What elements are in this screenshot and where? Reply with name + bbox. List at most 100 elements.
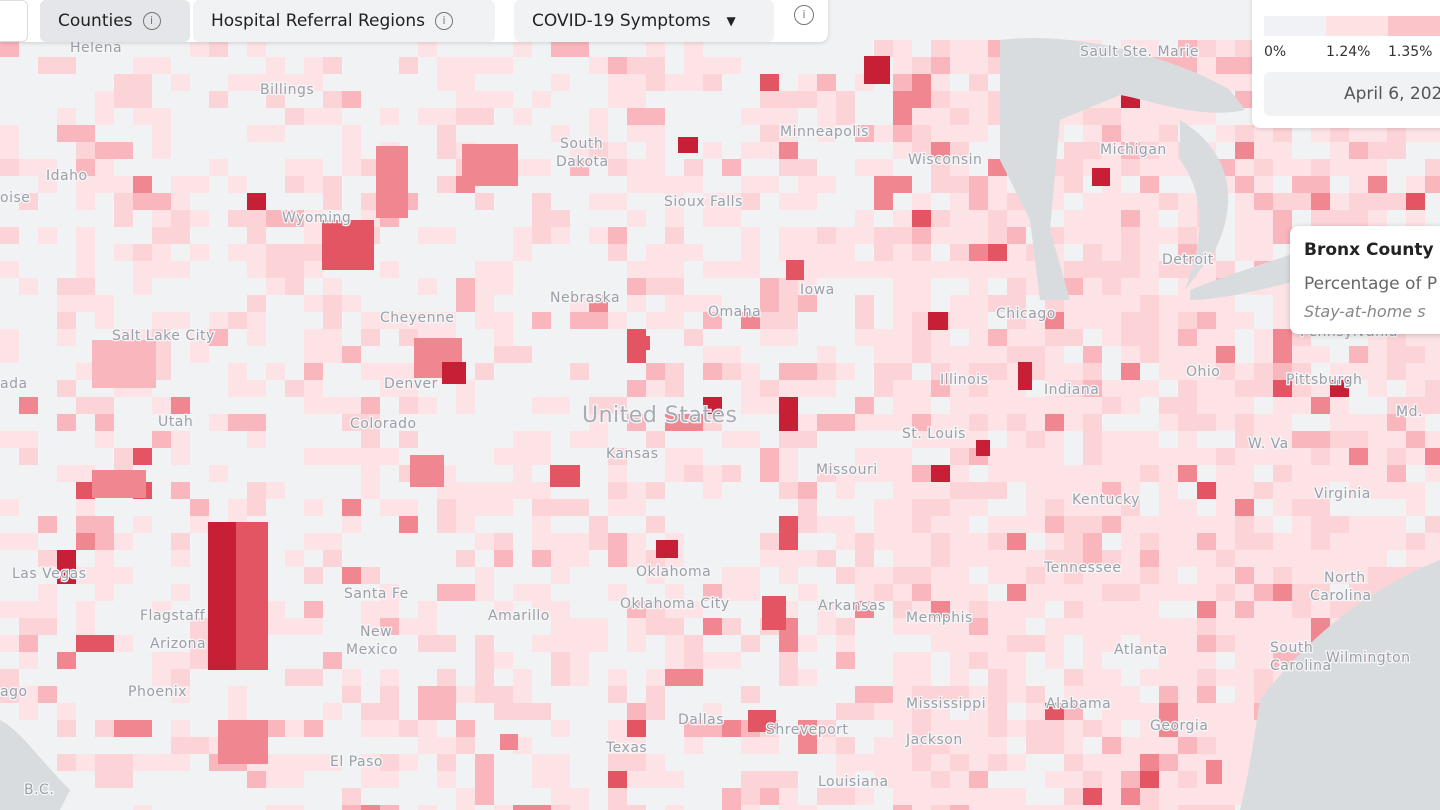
dropdown-label: COVID-19 Symptoms xyxy=(532,11,711,31)
county xyxy=(608,193,627,210)
county xyxy=(57,652,76,669)
county xyxy=(703,414,722,431)
county xyxy=(1083,312,1102,329)
county xyxy=(703,363,722,380)
county xyxy=(570,550,589,567)
county xyxy=(532,312,551,329)
county xyxy=(741,397,760,414)
county xyxy=(1102,125,1121,142)
county xyxy=(551,397,570,414)
county xyxy=(152,754,190,771)
county xyxy=(1102,550,1121,567)
counties-button[interactable]: Counties i xyxy=(40,0,190,42)
tooltip-note: Stay-at-home s xyxy=(1304,302,1426,321)
county xyxy=(304,108,342,125)
county xyxy=(1140,465,1159,482)
county xyxy=(1083,346,1102,363)
county xyxy=(855,567,874,584)
place-label: Salt Lake City xyxy=(112,328,215,344)
county xyxy=(912,295,931,312)
legend-label: 1.35% xyxy=(1388,44,1433,60)
county xyxy=(779,380,798,397)
county xyxy=(798,584,817,601)
county xyxy=(376,146,408,218)
county xyxy=(969,720,988,737)
metric-dropdown[interactable]: COVID-19 Symptoms ▼ xyxy=(514,0,774,42)
county xyxy=(722,652,741,669)
county xyxy=(798,227,817,261)
county xyxy=(836,227,855,244)
county xyxy=(1121,465,1140,482)
county xyxy=(988,380,1007,397)
county xyxy=(912,414,931,431)
county xyxy=(1216,618,1235,635)
county xyxy=(950,380,969,397)
county xyxy=(1254,380,1273,397)
county xyxy=(380,108,399,125)
county xyxy=(410,455,444,487)
county xyxy=(1140,193,1159,210)
county xyxy=(1102,261,1121,278)
county xyxy=(988,669,1007,686)
info-icon[interactable]: i xyxy=(435,12,453,30)
county xyxy=(266,482,285,499)
county xyxy=(456,397,475,414)
county xyxy=(342,414,380,431)
place-label: Carolina xyxy=(1270,658,1332,674)
county xyxy=(969,57,988,74)
county xyxy=(950,550,969,567)
county xyxy=(589,57,608,74)
county xyxy=(171,193,190,210)
county xyxy=(1216,125,1235,142)
county xyxy=(646,57,665,74)
info-icon[interactable]: i xyxy=(794,5,814,25)
county xyxy=(893,703,912,720)
place-label: Mississippi xyxy=(906,696,986,712)
county xyxy=(247,40,266,57)
county xyxy=(247,312,266,346)
county xyxy=(950,499,969,516)
county xyxy=(760,74,779,91)
county xyxy=(1216,57,1254,74)
county xyxy=(589,227,608,244)
county xyxy=(513,108,532,125)
county xyxy=(931,703,950,720)
county xyxy=(1368,210,1387,227)
county xyxy=(57,108,76,125)
county xyxy=(76,295,95,312)
county xyxy=(57,125,76,142)
pacific xyxy=(0,720,70,810)
info-icon[interactable]: i xyxy=(142,12,161,30)
county xyxy=(361,720,380,737)
nav-button[interactable] xyxy=(0,0,28,42)
county xyxy=(798,380,836,397)
date-selector[interactable]: April 6, 202 xyxy=(1264,72,1440,116)
county xyxy=(0,431,19,448)
county xyxy=(665,669,703,686)
county xyxy=(171,652,190,669)
county xyxy=(798,550,817,567)
county xyxy=(1121,295,1140,312)
county xyxy=(1121,516,1140,533)
county xyxy=(114,210,133,227)
county xyxy=(1197,703,1235,720)
county xyxy=(589,533,608,550)
toolbar: Counties i Hospital Referral Regions i COV… xyxy=(0,0,828,42)
hrr-button[interactable]: Hospital Referral Regions i xyxy=(193,0,495,42)
county xyxy=(152,108,171,142)
county xyxy=(665,584,684,601)
county xyxy=(247,193,266,210)
county xyxy=(209,414,228,431)
county xyxy=(703,193,741,210)
county xyxy=(266,210,304,227)
county xyxy=(494,448,532,465)
county xyxy=(475,91,494,108)
county xyxy=(1083,516,1102,533)
county xyxy=(779,91,817,108)
county xyxy=(950,737,969,754)
county xyxy=(722,465,741,482)
county xyxy=(1387,465,1406,482)
county xyxy=(494,261,513,278)
county xyxy=(342,516,361,533)
county xyxy=(380,584,399,601)
